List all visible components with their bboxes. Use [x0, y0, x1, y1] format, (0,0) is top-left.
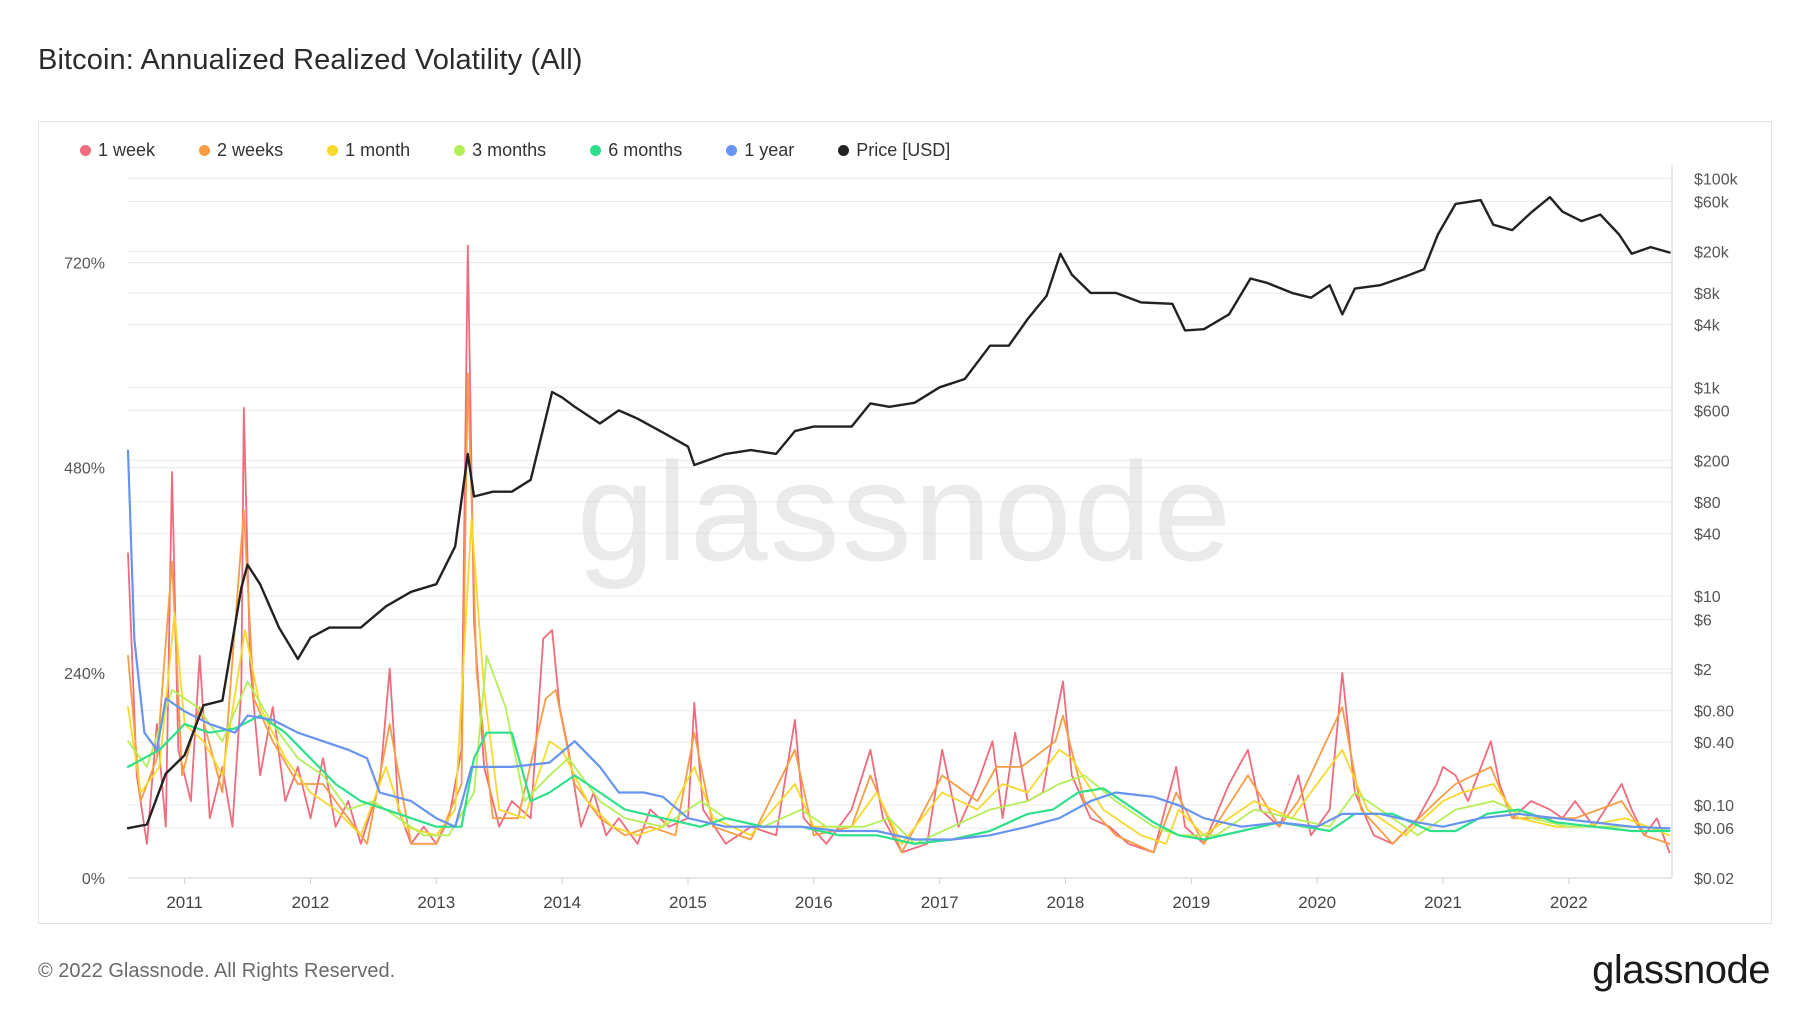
series-line-1-year — [126, 449, 1671, 841]
y-right-tick-label: $1k — [1694, 380, 1721, 397]
glassnode-logo: glassnode — [1592, 948, 1770, 992]
y-right-tick-label: $0.80 — [1694, 704, 1734, 721]
x-tick-label: 2020 — [1298, 893, 1336, 912]
watermark-text: glassnode — [577, 433, 1233, 590]
legend-dot-icon — [838, 144, 850, 156]
y-right-tick-label: $80 — [1694, 495, 1721, 512]
legend-dot-icon — [199, 144, 211, 156]
y-right-tick-label: $0.02 — [1694, 871, 1734, 888]
legend-dot-icon — [726, 144, 738, 156]
x-tick-label: 2017 — [921, 893, 959, 912]
legend-item-2-weeks[interactable]: 2 weeks — [199, 140, 283, 161]
series-line-3-months — [127, 654, 1671, 845]
y-right-tick-label: $200 — [1694, 453, 1730, 470]
legend-item-1-month[interactable]: 1 month — [327, 140, 410, 161]
x-tick-label: 2019 — [1172, 893, 1210, 912]
series-line-1-week — [127, 244, 1671, 854]
series-line-1-month — [127, 518, 1671, 845]
legend-dot-icon — [80, 144, 91, 156]
x-tick-label: 2016 — [795, 893, 833, 912]
legend-label: 1 week — [98, 139, 156, 160]
legend-dot-icon — [327, 144, 339, 156]
y-right-tick-label: $600 — [1694, 403, 1730, 420]
y-right-tick-label: $40 — [1694, 526, 1721, 543]
y-right-tick-label: $8k — [1694, 286, 1721, 303]
y-right-tick-label: $2 — [1694, 662, 1712, 679]
y-right-tick-label: $10 — [1694, 589, 1721, 606]
series-line-price-usd — [126, 196, 1671, 830]
legend-item-6-months[interactable]: 6 months — [590, 140, 682, 161]
y-right-tick-label: $20k — [1694, 244, 1730, 261]
legend-label: 3 months — [472, 139, 547, 160]
y-left-tick-label: 0% — [82, 871, 105, 888]
y-left-tick-label: 240% — [64, 666, 105, 683]
legend-label: Price [USD] — [856, 139, 951, 160]
y-right-tick-label: $60k — [1694, 195, 1730, 212]
legend-label: 6 months — [608, 139, 683, 160]
y-right-tick-label: $0.10 — [1694, 798, 1734, 815]
legend-item-1-week[interactable]: 1 week — [80, 140, 155, 161]
legend-label: 1 year — [744, 139, 795, 160]
x-tick-label: 2011 — [166, 893, 203, 912]
page-title: Bitcoin: Annualized Realized Volatility … — [38, 44, 583, 76]
y-right-tick-label: $6 — [1694, 612, 1712, 629]
copyright-text: © 2022 Glassnode. All Rights Reserved. — [38, 960, 396, 982]
x-tick-label: 2018 — [1047, 893, 1085, 912]
x-tick-label: 2022 — [1550, 893, 1588, 912]
legend-dot-icon — [590, 144, 602, 156]
chart-legend: 1 week 2 weeks 1 month 3 months 6 months… — [80, 137, 994, 163]
x-tick-label: 2013 — [417, 893, 455, 912]
x-tick-label: 2014 — [543, 893, 581, 912]
y-left-tick-label: 720% — [64, 256, 105, 273]
y-right-tick-label: $0.06 — [1694, 821, 1734, 838]
legend-item-3-months[interactable]: 3 months — [454, 140, 546, 161]
y-right-tick-label: $4k — [1694, 317, 1721, 334]
legend-item-price[interactable]: Price [USD] — [838, 140, 950, 161]
x-tick-label: 2015 — [669, 893, 707, 912]
y-right-tick-label: $0.40 — [1694, 735, 1734, 752]
legend-label: 1 month — [345, 139, 411, 160]
x-tick-label: 2021 — [1424, 893, 1462, 912]
x-tick-label: 2012 — [292, 893, 330, 912]
y-right-tick-label: $100k — [1694, 171, 1739, 188]
legend-dot-icon — [454, 144, 466, 156]
legend-item-1-year[interactable]: 1 year — [726, 140, 794, 161]
y-left-tick-label: 480% — [64, 461, 105, 478]
legend-label: 2 weeks — [217, 139, 284, 160]
series-line-2-weeks — [127, 372, 1671, 854]
